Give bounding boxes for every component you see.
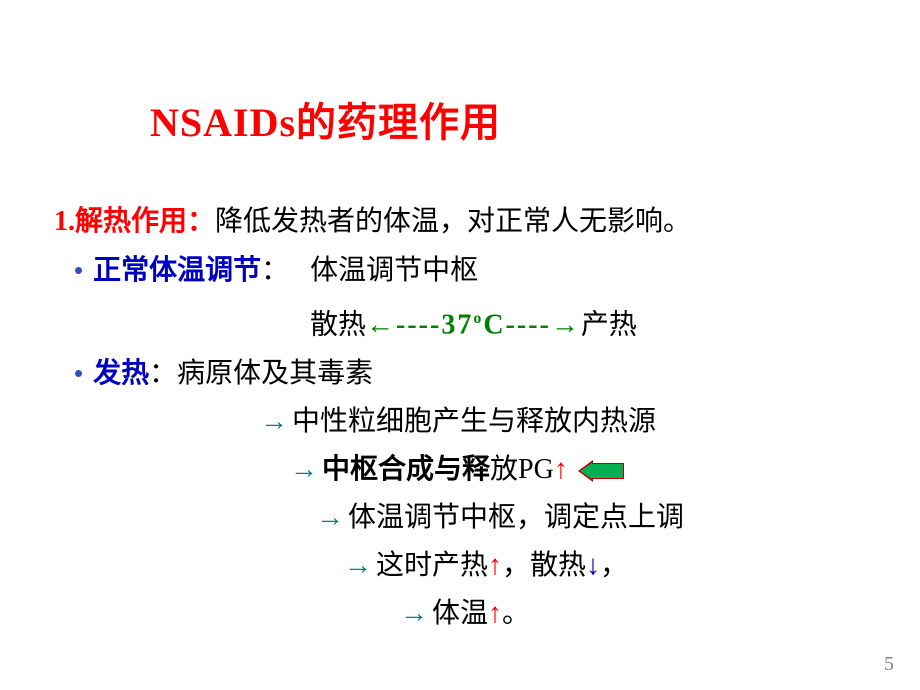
period: 。	[502, 598, 530, 629]
step-text: ，散热	[502, 550, 586, 581]
step-arrow-icon: →	[260, 406, 288, 437]
page-number: 5	[884, 653, 894, 676]
heat-dissipate-label: 散热	[310, 309, 366, 340]
step-text-rest: 放PG	[490, 454, 554, 485]
down-arrow-icon: ↓	[586, 550, 600, 581]
slide-title: NSAIDs的药理作用	[150, 90, 920, 148]
colon: ：	[149, 358, 177, 389]
colon: ：	[261, 255, 289, 286]
subitem-label: 正常体温调节	[93, 255, 261, 286]
step-text: 体温调节中枢，调定点上调	[348, 502, 684, 533]
line-3-temperature-balance: 散热←----37oC----→产热	[310, 295, 920, 349]
item-label: 解热作用：	[75, 206, 215, 237]
bullet-icon: •	[74, 255, 83, 285]
step-text: 这时产热	[376, 550, 488, 581]
step-text-bold2: 释	[462, 454, 490, 485]
line-9: →体温↑。	[400, 590, 920, 638]
step-arrow-icon: →	[316, 502, 344, 533]
subitem-label: 发热	[93, 358, 149, 389]
line-6: →中枢合成与释放PG↑	[290, 446, 920, 494]
up-arrow-icon: ↑	[488, 598, 502, 629]
step-arrow-icon: →	[344, 550, 372, 581]
line-4: • 发热：病原体及其毒素	[74, 349, 920, 398]
step-text: ，	[600, 550, 628, 581]
step-text-bold: 中枢合成与	[322, 454, 462, 485]
subitem-text: 病原体及其毒素	[177, 358, 373, 389]
item-number: 1.	[54, 206, 75, 237]
block-left-arrow-icon	[578, 460, 626, 484]
line-5: →中性粒细胞产生与释放内热源	[260, 398, 920, 446]
line-8: →这时产热↑，散热↓，	[344, 542, 920, 590]
bullet-icon: •	[74, 358, 83, 388]
degree-superscript: o	[473, 310, 483, 327]
line-7: →体温调节中枢，调定点上调	[316, 494, 920, 542]
line-1: 1.解热作用：降低发热者的体温，对正常人无影响。	[54, 198, 920, 246]
step-text: 体温	[432, 598, 488, 629]
heat-produce-label: 产热	[581, 309, 637, 340]
line-2: • 正常体温调节： 体温调节中枢	[74, 246, 920, 295]
right-arrow-icon: ----→	[506, 309, 581, 340]
step-arrow-icon: →	[400, 598, 428, 629]
step-arrow-icon: →	[290, 454, 318, 485]
up-arrow-icon: ↑	[488, 550, 502, 581]
item-text: 降低发热者的体温，对正常人无影响。	[215, 206, 691, 237]
step-text: 中性粒细胞产生与释放内热源	[292, 406, 656, 437]
temperature-value: 37	[441, 309, 473, 340]
temperature-unit: C	[483, 309, 505, 340]
slide: NSAIDs的药理作用 1.解热作用：降低发热者的体温，对正常人无影响。 • 正常…	[0, 0, 920, 690]
up-arrow-icon: ↑	[554, 454, 568, 485]
subitem-text: 体温调节中枢	[310, 255, 478, 286]
left-arrow-icon: ←----	[366, 309, 441, 340]
